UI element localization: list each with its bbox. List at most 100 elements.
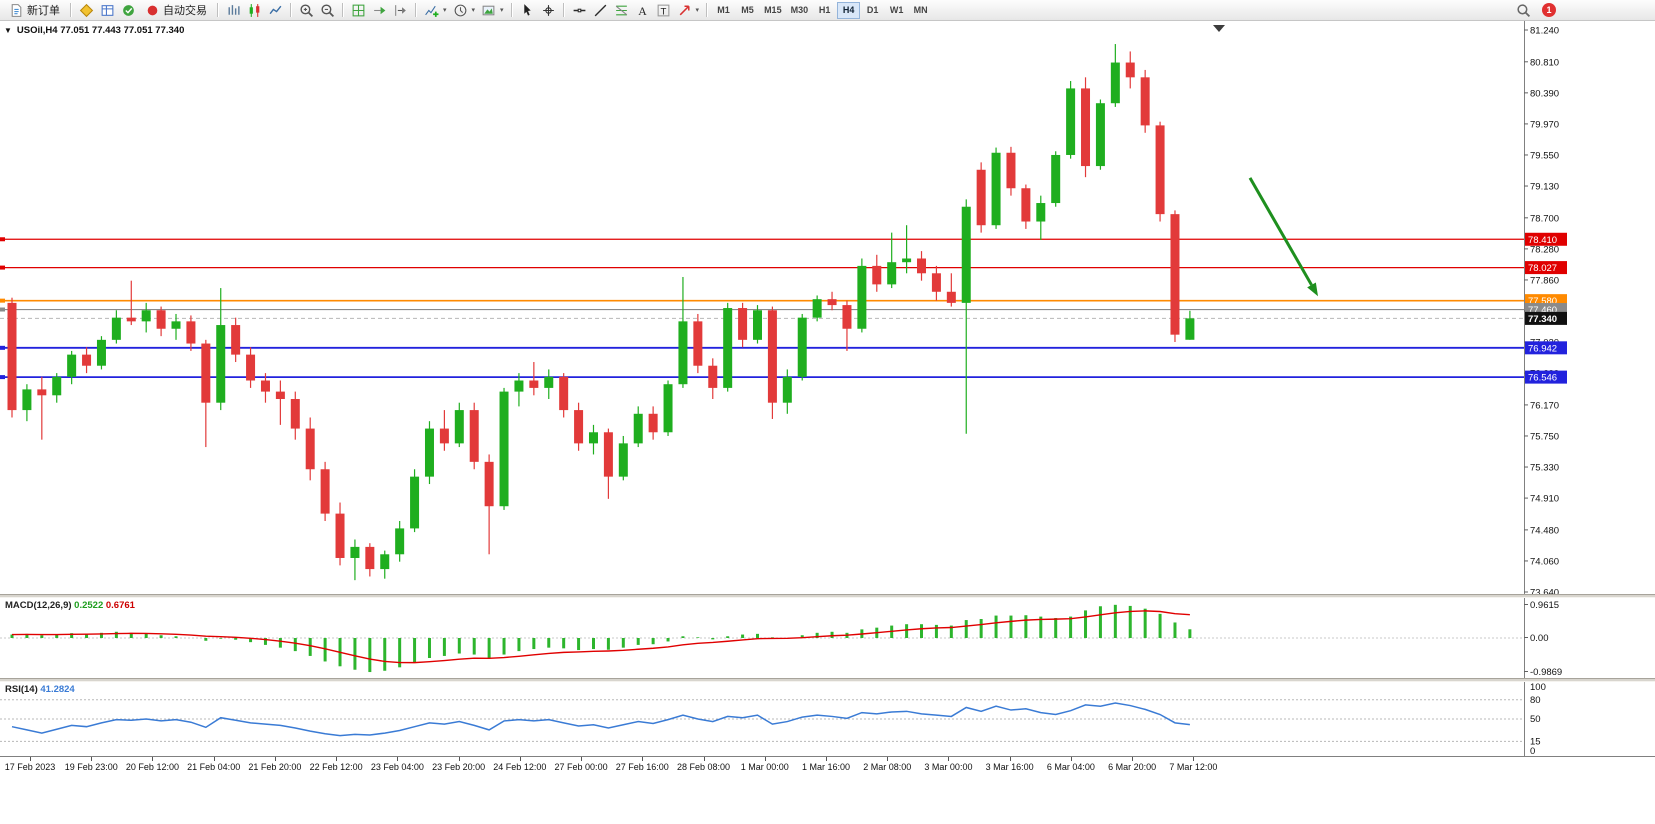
cursor-icon (523, 3, 531, 16)
trendline-icon (594, 4, 606, 16)
arrows-tool-button[interactable]: ▾ (674, 1, 703, 19)
time-label: 24 Feb 12:00 (493, 762, 547, 772)
svg-text:74.480: 74.480 (1530, 525, 1559, 536)
timeframe-m1-button[interactable]: M1 (712, 2, 735, 19)
auto-scroll-icon (374, 6, 386, 14)
time-tick (764, 757, 766, 761)
metaeditor-button[interactable] (76, 1, 97, 19)
time-label: 1 Mar 16:00 (801, 762, 850, 772)
svg-text:81.240: 81.240 (1530, 26, 1559, 37)
new-order-button[interactable]: 新订单 (3, 1, 66, 19)
market-watch-icon (101, 4, 114, 16)
main-price-chart[interactable]: 81.240 80.810 80.390 79.970 79.550 79.130 78.7… (0, 21, 1655, 594)
horizontal-line-button[interactable] (569, 1, 590, 19)
one-click-trading-icon[interactable]: ▼ (4, 25, 12, 35)
dropdown-caret-icon: ▾ (443, 7, 447, 14)
time-label: 27 Feb 16:00 (615, 762, 669, 772)
chart-window[interactable]: 81.240 80.810 80.390 79.970 79.550 79.130 78.7… (0, 21, 1655, 594)
trendline-button[interactable] (590, 1, 611, 19)
time-tick (1193, 757, 1195, 761)
indicators-button[interactable]: ▾ (421, 1, 450, 19)
candlestick-chart-button[interactable] (244, 1, 265, 19)
time-tick (581, 757, 583, 761)
zoom-in-icon (300, 3, 313, 17)
text-icon: A (638, 4, 647, 17)
auto-trading-icon (147, 5, 158, 15)
rsi-chart: 100 80 50 150 (0, 682, 1655, 756)
svg-text:77.340: 77.340 (1528, 314, 1557, 325)
new-order-icon (11, 3, 22, 17)
trend-arrow-head (1307, 282, 1318, 297)
time-label: 22 Feb 12:00 (309, 762, 363, 772)
timeframe-w1-button[interactable]: W1 (885, 2, 908, 19)
rsi-panel[interactable]: 100 80 50 15 0 RSI(14) 41.2824 (0, 682, 1655, 756)
time-label: 6 Mar 04:00 (1046, 762, 1095, 772)
svg-text:T: T (660, 6, 666, 17)
crosshair-button[interactable] (538, 1, 559, 19)
macd-signal-line (11, 610, 1190, 664)
chart-shift-marker[interactable] (1213, 25, 1225, 32)
cursor-button[interactable] (517, 1, 538, 19)
signals-button[interactable] (118, 1, 139, 19)
svg-text:0.00: 0.00 (1530, 633, 1549, 644)
bar-chart-button[interactable] (223, 1, 244, 19)
timeframe-m30-button[interactable]: M30 (787, 2, 813, 19)
macd-value-main: 0.2522 (74, 600, 104, 611)
time-label: 17 Feb 2023 (4, 762, 56, 772)
svg-text:0: 0 (1530, 746, 1535, 756)
periods-button[interactable]: ▾ (450, 1, 479, 19)
svg-text:76.942: 76.942 (1528, 343, 1557, 354)
macd-value-signal: 0.6761 (105, 600, 135, 611)
svg-text:78.280: 78.280 (1530, 244, 1559, 255)
auto-trading-button[interactable]: 自动交易 (139, 1, 213, 19)
time-label: 23 Feb 04:00 (370, 762, 424, 772)
chart-title-text: USOil,H4 77.051 77.443 77.051 77.340 (16, 25, 185, 36)
line-chart-button[interactable] (265, 1, 286, 19)
time-tick (274, 757, 276, 761)
tile-windows-button[interactable] (348, 1, 369, 19)
search-button[interactable] (1513, 1, 1534, 19)
toolbar-separator (562, 3, 565, 17)
time-axis[interactable]: 17 Feb 2023 19 Feb 23:00 20 Feb 12:00 21 Fe… (0, 756, 1655, 778)
timeframe-m5-button[interactable]: M5 (736, 2, 759, 19)
time-tick (948, 757, 950, 761)
alerts-badge[interactable]: 1 (1542, 3, 1556, 17)
time-tick (887, 757, 889, 761)
timeframe-h4-button[interactable]: H4 (837, 1, 861, 19)
panel-divider-macd[interactable] (0, 594, 1655, 598)
time-tick (397, 757, 399, 761)
zoom-out-button[interactable] (317, 1, 338, 19)
time-tick (642, 757, 644, 761)
time-label: 3 Mar 16:00 (985, 762, 1034, 772)
timeframe-h1-button[interactable]: H1 (813, 2, 836, 19)
chart-shift-button[interactable] (390, 1, 411, 19)
timeframe-mn-button[interactable]: MN (909, 2, 932, 19)
time-tick (458, 757, 460, 761)
time-tick (825, 757, 827, 761)
time-tick (91, 757, 93, 761)
templates-icon (482, 5, 495, 15)
auto-scroll-button[interactable] (369, 1, 390, 19)
svg-text:76.546: 76.546 (1528, 373, 1557, 384)
macd-panel[interactable]: 0.9615 0.00 -0.9869 MACD(12,26,9) 0.2522 0… (0, 598, 1655, 678)
time-tick (213, 757, 215, 761)
panel-divider-rsi[interactable] (0, 678, 1655, 682)
timeframe-m15-button[interactable]: M15 (760, 2, 786, 19)
timeframe-d1-button[interactable]: D1 (861, 2, 884, 19)
svg-text:76.170: 76.170 (1530, 400, 1559, 411)
svg-text:A: A (638, 4, 647, 17)
svg-text:75.330: 75.330 (1530, 463, 1559, 474)
main-toolbar: 新订单 自动交易 ▾ ▾ ▾ A T ▾ M1 M (0, 0, 1655, 21)
text-tool-button[interactable]: A (632, 1, 653, 19)
fibonacci-button[interactable] (611, 1, 632, 19)
market-watch-button[interactable] (97, 1, 118, 19)
time-label: 21 Feb 20:00 (248, 762, 302, 772)
current-price-badge (1525, 311, 1567, 325)
label-tool-button[interactable]: T (653, 1, 674, 19)
svg-text:73.640: 73.640 (1530, 588, 1559, 595)
zoom-in-button[interactable] (296, 1, 317, 19)
svg-text:15: 15 (1530, 736, 1541, 747)
trend-arrow[interactable] (1248, 177, 1313, 286)
svg-text:78.410: 78.410 (1528, 235, 1557, 246)
templates-button[interactable]: ▾ (478, 1, 507, 19)
